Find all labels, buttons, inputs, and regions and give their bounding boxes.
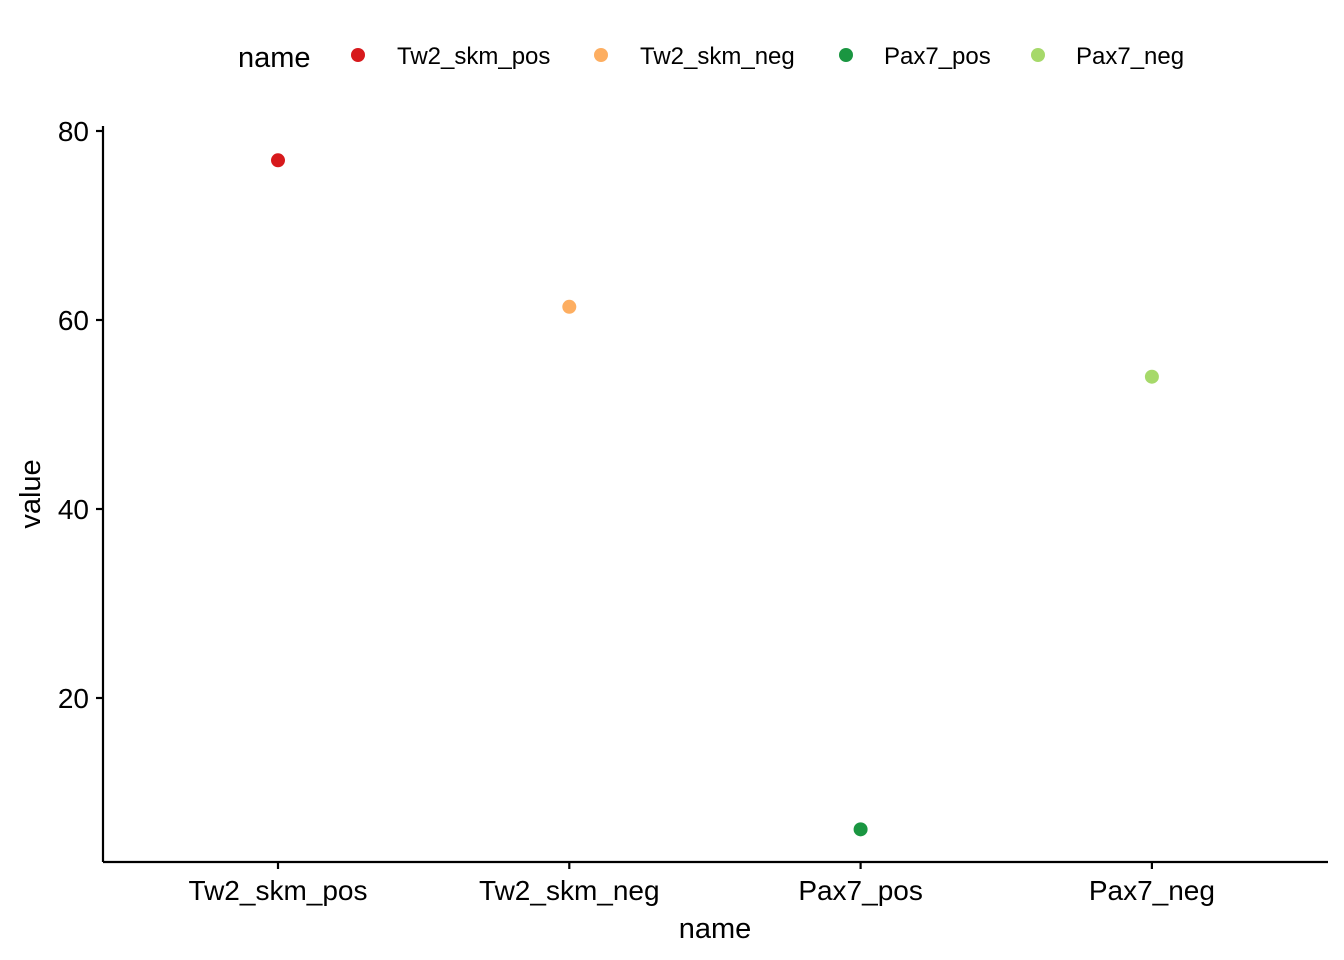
x-tick-label: Tw2_skm_pos bbox=[189, 875, 368, 906]
y-ticks: 20 40 60 80 bbox=[58, 116, 103, 714]
y-tick-label: 80 bbox=[58, 116, 89, 147]
legend-key bbox=[594, 48, 608, 62]
legend-label: Tw2_skm_neg bbox=[640, 43, 795, 70]
x-tick-label: Pax7_pos bbox=[798, 875, 923, 906]
legend-label: Tw2_skm_pos bbox=[397, 43, 550, 70]
legend-key bbox=[351, 48, 365, 62]
legend-label: Pax7_pos bbox=[884, 43, 991, 70]
y-tick-label: 20 bbox=[58, 683, 89, 714]
legend-title: name bbox=[238, 42, 311, 74]
y-tick-label: 60 bbox=[58, 305, 89, 336]
data-point bbox=[271, 153, 285, 168]
legend-key bbox=[839, 48, 853, 62]
x-tick-label: Pax7_neg bbox=[1089, 875, 1215, 906]
data-point bbox=[853, 822, 868, 837]
data-point bbox=[1144, 369, 1159, 384]
legend: name Tw2_skm_pos Tw2_skm_neg Pax7_pos Pax7_… bbox=[238, 42, 1184, 74]
plot-area: 20 40 60 80 Tw2_skm_pos Tw2_skm_neg Pax7_pos P… bbox=[58, 116, 1328, 906]
legend-key bbox=[1031, 48, 1045, 62]
data-point bbox=[562, 299, 577, 314]
legend-items: Tw2_skm_pos Tw2_skm_neg Pax7_pos Pax7_neg bbox=[351, 43, 1184, 70]
x-axis-title: name bbox=[679, 913, 752, 945]
x-ticks: Tw2_skm_pos Tw2_skm_neg Pax7_pos Pax7_neg bbox=[189, 862, 1215, 906]
legend-label: Pax7_neg bbox=[1076, 43, 1184, 70]
y-axis-title: value bbox=[15, 459, 47, 528]
y-tick-label: 40 bbox=[58, 494, 89, 525]
x-tick-label: Tw2_skm_neg bbox=[479, 875, 660, 906]
data-points bbox=[271, 153, 1159, 837]
